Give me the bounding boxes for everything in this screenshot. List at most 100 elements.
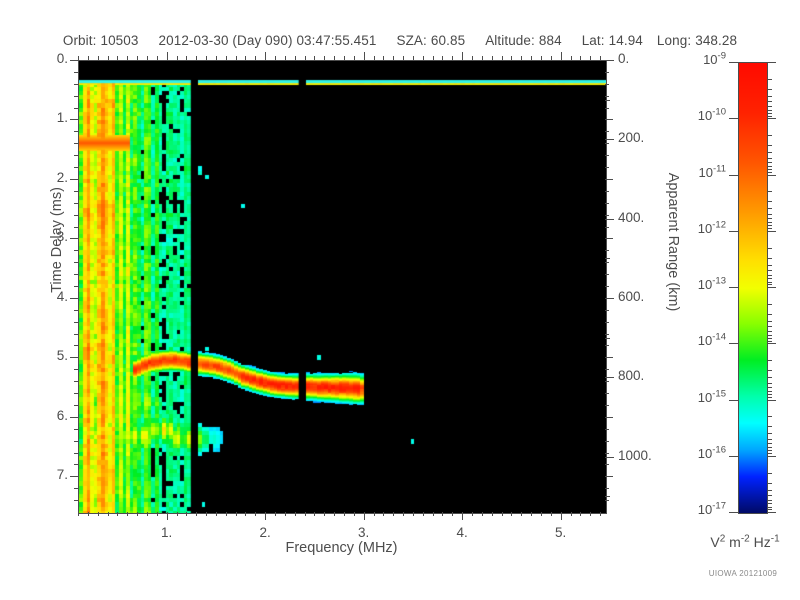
colorbar-major-tick-left xyxy=(729,343,738,345)
x-axis-top-minor-tick xyxy=(294,56,296,60)
credit-text: UIOWA 20121009 xyxy=(708,569,778,578)
colorbar-minor-tick xyxy=(767,482,772,484)
colorbar-minor-tick xyxy=(767,303,772,305)
colorbar-major-tick-left xyxy=(729,512,738,513)
colorbar-major-tick-left xyxy=(729,455,738,457)
colorbar-tick-label: 10-14 xyxy=(697,331,726,349)
colorbar-major-tick-right xyxy=(767,455,776,457)
colorbar-minor-tick xyxy=(767,222,772,224)
y-axis-right-inner-minor-tick xyxy=(605,404,609,406)
x-axis-minor-tick xyxy=(206,512,208,516)
colorbar-major-tick-left xyxy=(729,230,738,232)
x-axis-top-minor-tick xyxy=(97,56,99,60)
y-axis-right-inner-minor-tick xyxy=(605,167,609,169)
x-axis-minor-tick xyxy=(373,512,375,516)
y-axis-left-minor-tick xyxy=(74,167,78,169)
x-axis-minor-tick xyxy=(255,512,257,516)
x-axis-minor-tick xyxy=(304,512,306,516)
colorbar-minor-tick xyxy=(767,334,772,336)
x-axis-minor-tick xyxy=(432,512,434,516)
colorbar-minor-tick xyxy=(767,506,772,508)
y-axis-left-minor-tick xyxy=(74,369,78,371)
x-axis-top-minor-tick xyxy=(304,56,306,60)
x-axis-minor-tick xyxy=(97,512,99,516)
colorbar-minor-tick xyxy=(767,438,772,440)
y-axis-left-minor-tick xyxy=(74,333,78,335)
y-axis-right-inner-minor-tick xyxy=(605,202,609,204)
y-axis-left-tick-label: 2. xyxy=(56,169,68,185)
x-axis-top-minor-tick xyxy=(156,56,158,60)
header-value-timestamp: 2012-03-30 (Day 090) 03:47:55.451 xyxy=(158,32,377,48)
y-axis-right-inner-minor-tick xyxy=(605,155,609,157)
x-axis-top-minor-tick xyxy=(196,56,198,60)
colorbar-minor-tick xyxy=(767,225,772,227)
y-axis-right-tick-label: 200. xyxy=(618,130,645,146)
x-axis-minor-tick xyxy=(511,512,513,516)
x-axis-top-minor-tick xyxy=(245,56,247,60)
colorbar-major-tick-right xyxy=(767,399,776,401)
x-axis-top-minor-tick xyxy=(412,56,414,60)
y-axis-left-minor-tick xyxy=(74,345,78,347)
y-axis-left-minor-tick xyxy=(74,262,78,264)
x-axis-tick-label: 3. xyxy=(358,525,370,540)
y-axis-left-major-tick xyxy=(70,297,78,299)
y-axis-left-title: Time Delay (ms) xyxy=(49,187,65,293)
x-axis-minor-tick xyxy=(383,512,385,516)
y-axis-left-minor-tick xyxy=(74,452,78,454)
x-axis-top-minor-tick xyxy=(284,56,286,60)
x-axis-top-minor-tick xyxy=(511,56,513,60)
header-label-lat: Lat: xyxy=(581,32,605,48)
x-axis-minor-tick xyxy=(590,512,592,516)
header-value-sza: 60.85 xyxy=(430,32,466,48)
colorbar-minor-tick xyxy=(767,213,772,215)
x-axis-top-minor-tick xyxy=(334,56,336,60)
y-axis-left-minor-tick xyxy=(74,393,78,395)
x-axis-top-major-tick xyxy=(265,52,267,60)
x-axis-top-minor-tick xyxy=(383,56,385,60)
colorbar-major-tick-right xyxy=(767,174,776,176)
y-axis-left-tick-label: 6. xyxy=(56,407,68,423)
colorbar-minor-tick xyxy=(767,281,772,283)
y-axis-left-minor-tick xyxy=(74,440,78,442)
x-axis-top-minor-tick xyxy=(215,56,217,60)
colorbar-minor-tick xyxy=(767,360,772,362)
colorbar-minor-tick xyxy=(767,489,772,491)
colorbar-minor-tick xyxy=(767,109,772,111)
x-axis-minor-tick xyxy=(600,512,602,516)
colorbar-minor-tick xyxy=(767,503,772,505)
y-axis-right-inner-minor-tick xyxy=(605,250,609,252)
colorbar-minor-tick xyxy=(767,152,772,154)
x-axis-top-minor-tick xyxy=(540,56,542,60)
colorbar-minor-tick xyxy=(767,95,772,97)
y-axis-left-minor-tick xyxy=(74,83,78,85)
y-axis-left-tick-label: 4. xyxy=(56,288,68,304)
colorbar-minor-tick xyxy=(767,390,772,392)
x-axis-title: Frequency (MHz) xyxy=(285,540,398,556)
y-axis-right-inner-minor-tick xyxy=(605,274,609,276)
x-axis-top-minor-tick xyxy=(452,56,454,60)
x-axis-minor-tick xyxy=(137,512,139,516)
y-axis-right-tick-label: 800. xyxy=(618,368,645,384)
y-axis-right-major-tick xyxy=(605,456,614,458)
x-axis-minor-tick xyxy=(452,512,454,516)
colorbar-minor-tick xyxy=(767,453,772,455)
x-axis-minor-tick xyxy=(146,512,148,516)
colorbar-tick-label: 10-12 xyxy=(697,219,726,236)
y-axis-right-inner-minor-tick xyxy=(605,464,609,466)
x-axis-minor-tick xyxy=(127,512,129,516)
x-axis-top-minor-tick xyxy=(107,56,109,60)
y-axis-right-inner-minor-tick xyxy=(605,393,609,395)
colorbar-minor-tick xyxy=(767,247,772,249)
y-axis-right-minor-tick xyxy=(605,99,610,101)
x-axis-top-minor-tick xyxy=(186,56,188,60)
x-axis-minor-tick xyxy=(107,512,109,516)
header-value-long: 348.28 xyxy=(695,32,738,48)
x-axis-top-minor-tick xyxy=(255,56,257,60)
units-volt: V xyxy=(710,534,720,550)
y-axis-left-minor-tick xyxy=(74,95,78,97)
colorbar-minor-tick xyxy=(767,433,772,435)
x-axis-minor-tick xyxy=(403,512,405,516)
y-axis-left-minor-tick xyxy=(74,428,78,430)
x-axis-top-minor-tick xyxy=(225,56,227,60)
y-axis-left-major-tick xyxy=(70,178,78,180)
